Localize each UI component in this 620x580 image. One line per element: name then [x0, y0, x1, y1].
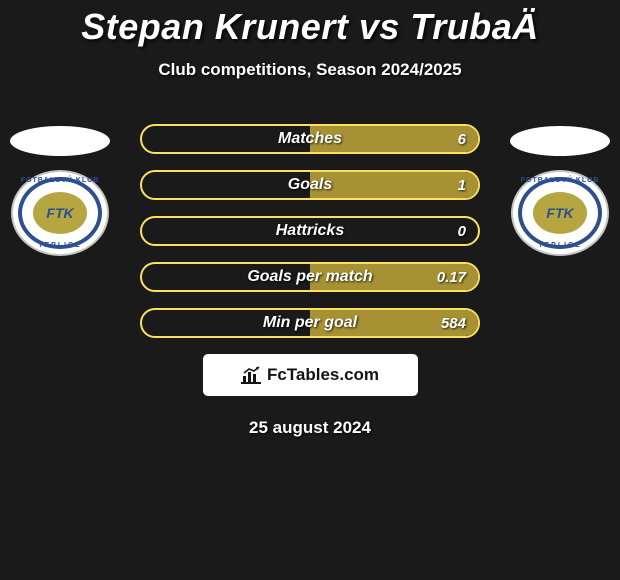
stat-value-right: 0.17: [437, 264, 466, 290]
stat-row: Hattricks 0: [140, 216, 480, 246]
stat-label: Hattricks: [142, 218, 478, 244]
badge-text-bottom: TEPLICE: [11, 242, 109, 249]
stat-label: Goals per match: [142, 264, 478, 290]
badge-text-bottom: TEPLICE: [511, 242, 609, 249]
player-left-club-badge: FOTBALOVÝ KLUB FTK TEPLICE: [11, 170, 109, 256]
stat-label: Goals: [142, 172, 478, 198]
date-text: 25 august 2024: [0, 418, 620, 438]
player-right-avatar: [510, 126, 610, 156]
stat-label: Min per goal: [142, 310, 478, 336]
subtitle: Club competitions, Season 2024/2025: [0, 60, 620, 80]
stat-row: Matches 6: [140, 124, 480, 154]
player-left-column: FOTBALOVÝ KLUB FTK TEPLICE: [0, 124, 120, 256]
badge-center-text: FTK: [46, 205, 73, 221]
stat-label: Matches: [142, 126, 478, 152]
comparison-content: FOTBALOVÝ KLUB FTK TEPLICE FOTBALOVÝ KLU…: [0, 124, 620, 438]
player-left-avatar: [10, 126, 110, 156]
stat-row: Goals per match 0.17: [140, 262, 480, 292]
page-title: Stepan Krunert vs TrubaÄ: [0, 0, 620, 48]
stats-container: Matches 6 Goals 1 Hattricks 0 Goals per …: [140, 124, 480, 338]
brand-box[interactable]: FcTables.com: [203, 354, 418, 396]
badge-center-text: FTK: [546, 205, 573, 221]
player-right-club-badge: FOTBALOVÝ KLUB FTK TEPLICE: [511, 170, 609, 256]
chart-icon: [241, 366, 261, 384]
stat-row: Goals 1: [140, 170, 480, 200]
stat-value-right: 1: [458, 172, 466, 198]
badge-text-top: FOTBALOVÝ KLUB: [511, 177, 609, 184]
stat-value-right: 0: [458, 218, 466, 244]
stat-value-right: 6: [458, 126, 466, 152]
stat-row: Min per goal 584: [140, 308, 480, 338]
stat-value-right: 584: [441, 310, 466, 336]
badge-text-top: FOTBALOVÝ KLUB: [11, 177, 109, 184]
player-right-column: FOTBALOVÝ KLUB FTK TEPLICE: [500, 124, 620, 256]
brand-text: FcTables.com: [267, 365, 379, 385]
